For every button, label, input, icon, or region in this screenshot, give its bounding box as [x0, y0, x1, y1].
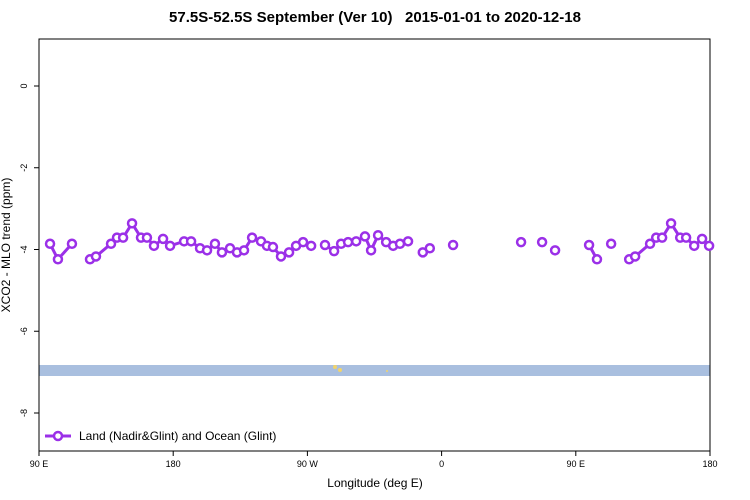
data-point [359, 231, 371, 242]
data-point [209, 238, 221, 250]
data-point [680, 232, 692, 243]
data-point [665, 218, 677, 229]
x-axis-label: Longitude (deg E) [327, 476, 422, 490]
data-point [52, 254, 64, 265]
land-speck [333, 365, 337, 369]
ocean-band [39, 365, 710, 376]
data-point [319, 239, 331, 251]
data-point [365, 245, 377, 256]
data-point [536, 236, 548, 248]
data-point [583, 239, 595, 251]
x-tick-label: 90 E [30, 459, 49, 469]
y-tick-label: -8 [19, 409, 29, 417]
data-point [703, 240, 715, 252]
data-point [305, 240, 317, 252]
data-point [394, 238, 406, 250]
y-tick-label: -6 [19, 327, 29, 335]
data-point [688, 240, 700, 252]
data-point [515, 236, 527, 248]
data-point [126, 218, 138, 229]
data-point [90, 251, 102, 262]
data-point [297, 236, 309, 248]
data-point [141, 232, 153, 243]
data-point [246, 232, 258, 243]
data-point [656, 232, 668, 243]
data-point [629, 251, 641, 262]
data-point [148, 240, 160, 252]
y-tick-label: -2 [19, 164, 29, 172]
data-point [644, 238, 656, 250]
data-point [157, 233, 169, 245]
land-speck [386, 370, 388, 372]
x-tick-label: 90 W [297, 459, 319, 469]
data-point [605, 238, 617, 250]
legend-marker [52, 430, 64, 442]
x-tick-label: 180 [702, 459, 717, 469]
x-tick-label: 0 [439, 459, 444, 469]
data-point [44, 238, 56, 250]
y-axis-label: XCO2 - MLO trend (ppm) [0, 178, 13, 313]
x-tick-label: 90 E [567, 459, 586, 469]
data-point [549, 245, 561, 256]
series-line [628, 220, 711, 261]
data-point [117, 232, 129, 243]
data-point [201, 245, 213, 256]
data-point [424, 243, 436, 254]
chart-title: 57.5S-52.5S September (Ver 10) 2015-01-0… [169, 9, 581, 26]
legend-label: Land (Nadir&Glint) and Ocean (Glint) [79, 429, 276, 443]
data-point [350, 236, 362, 247]
data-point [66, 238, 78, 250]
data-point [238, 245, 250, 256]
land-speck [338, 368, 342, 372]
data-point [591, 254, 603, 265]
data-point [372, 229, 384, 241]
y-tick-label: -4 [19, 245, 29, 253]
data-point [185, 236, 197, 247]
data-point [328, 245, 340, 257]
data-point [447, 239, 459, 251]
data-point [696, 233, 708, 245]
data-point [164, 240, 176, 252]
data-point [275, 251, 287, 262]
data-point [105, 238, 117, 250]
data-point [267, 241, 279, 253]
data-point [216, 247, 228, 258]
legend: Land (Nadir&Glint) and Ocean (Glint) [45, 429, 276, 443]
data-point [402, 236, 414, 247]
x-tick-label: 180 [166, 459, 181, 469]
y-tick-label: 0 [19, 83, 29, 88]
data-point [283, 247, 295, 258]
data-point [342, 236, 354, 248]
